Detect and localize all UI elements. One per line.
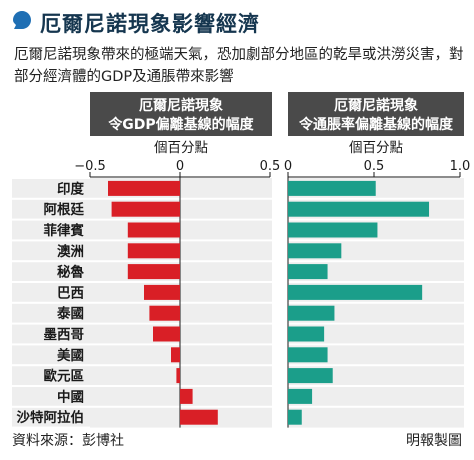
page-subtitle: 厄爾尼諾現象帶來的極端天氣，恐加劇部分地區的乾旱或洪澇災害，對部分經濟體的GDP… (14, 47, 464, 85)
page-title: 厄爾尼諾現象影響經濟 (40, 12, 260, 36)
category-cell (12, 303, 90, 323)
bar-gdp (108, 180, 180, 196)
bar-cpi (288, 243, 342, 259)
category-cell (12, 407, 90, 427)
category-cell (12, 366, 90, 385)
bar-gdp (144, 284, 180, 300)
category-label: 秘魯 (57, 264, 84, 281)
bar-gdp (180, 388, 193, 404)
category-cell (12, 324, 90, 344)
category-cell (12, 199, 90, 219)
bar-gdp (111, 201, 180, 217)
panel-header-line2: 令通脹率偏離基線的幅度 (298, 116, 454, 133)
x-tick-label: 0 (176, 159, 184, 174)
category-label: 沙特阿拉伯 (17, 409, 85, 426)
bar-cpi (288, 305, 335, 321)
bar-gdp (176, 368, 180, 384)
category-cell (12, 283, 90, 302)
category-cell (12, 345, 90, 365)
category-label: 巴西 (57, 285, 84, 301)
bar-cpi (288, 388, 313, 404)
panel-header-line1: 厄爾尼諾現象 (334, 97, 418, 114)
bar-gdp (127, 222, 180, 238)
bar-cpi (288, 284, 423, 300)
category-label: 墨西哥 (44, 327, 85, 343)
category-label: 泰國 (56, 305, 84, 322)
bar-gdp (180, 409, 218, 425)
category-label: 歐元區 (44, 368, 85, 385)
bar-gdp (127, 264, 180, 280)
x-tick-label: 0 (284, 159, 292, 174)
category-cell (12, 241, 90, 261)
category-label: 中國 (57, 388, 84, 405)
bar-cpi (288, 409, 302, 425)
source-note: 資料來源：彭博社 (12, 433, 124, 449)
bar-gdp (171, 347, 180, 363)
panel-header-cpi (288, 92, 464, 136)
panel-header-line2: 令GDP偏離基線的幅度 (107, 116, 254, 133)
bar-cpi (288, 222, 378, 238)
panel-header-line1: 厄爾尼諾現象 (139, 97, 223, 114)
bar-cpi (288, 201, 430, 217)
bar-cpi (288, 326, 325, 342)
category-cell (12, 387, 90, 406)
category-label: 阿根廷 (44, 201, 85, 218)
bar-gdp (127, 243, 180, 259)
category-label: 印度 (57, 180, 84, 197)
bar-cpi (288, 180, 376, 196)
category-label: 澳洲 (57, 243, 84, 260)
x-tick-label: −0.5 (74, 159, 106, 174)
category-label: 菲律賓 (44, 222, 85, 239)
category-label: 美國 (57, 347, 84, 364)
category-cell (12, 179, 90, 198)
title-row: 厄爾尼諾現象影響經濟 (10, 6, 464, 38)
speech-bubble-icon (13, 11, 31, 29)
bar-gdp (149, 305, 180, 321)
category-cell (12, 262, 90, 281)
bar-gdp (153, 326, 180, 342)
x-tick-label: 1.0 (450, 159, 471, 174)
panel-header-gdp (90, 92, 272, 136)
category-cell (12, 220, 90, 240)
bar-cpi (288, 347, 328, 363)
credit-note: 明報製圖 (406, 433, 462, 449)
x-tick-label: 0.5 (260, 159, 281, 174)
unit-label: 個百分點 (154, 140, 208, 156)
bar-cpi (288, 264, 328, 280)
bar-cpi (288, 368, 333, 384)
x-tick-label: 0.5 (364, 159, 385, 174)
unit-label: 個百分點 (349, 140, 403, 156)
